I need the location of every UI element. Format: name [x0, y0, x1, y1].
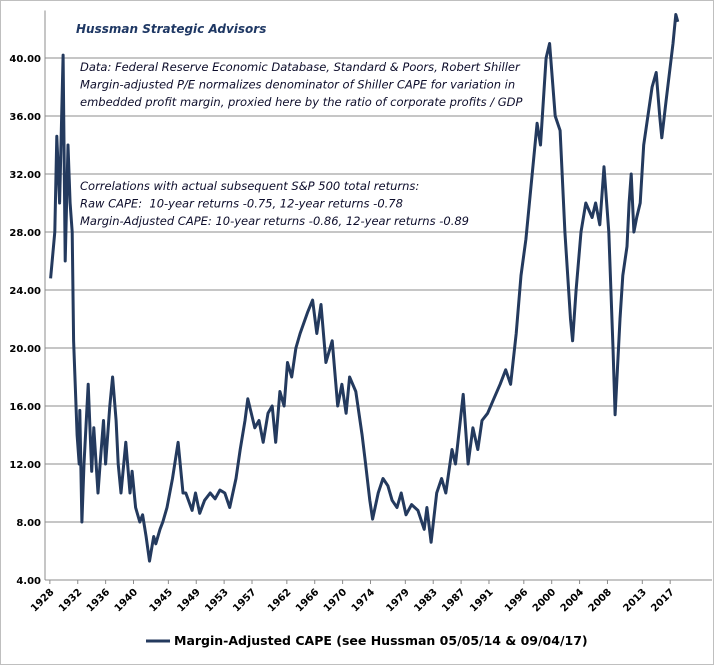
annotation: Raw CAPE: 10-year returns -0.75, 12-year…	[80, 197, 403, 211]
y-tick-label: 8.00	[16, 518, 41, 529]
y-tick-label: 36.00	[9, 112, 41, 123]
y-tick-label: 32.00	[9, 170, 41, 181]
y-tick-label: 24.00	[9, 286, 41, 297]
y-tick-label: 20.00	[9, 344, 41, 355]
y-tick-label: 28.00	[9, 228, 41, 239]
annotation: Data: Federal Reserve Economic Database,…	[80, 60, 521, 74]
annotation: Margin-Adjusted CAPE: 10-year returns -0…	[80, 214, 469, 228]
series-line	[49, 13, 680, 563]
annotation: Margin-adjusted P/E normalizes denominat…	[80, 78, 515, 92]
legend-label: Margin-Adjusted CAPE (see Hussman 05/05/…	[174, 633, 588, 648]
chart-title: Hussman Strategic Advisors	[76, 22, 266, 36]
annotation: embedded profit margin, proxied here by …	[80, 95, 523, 109]
y-tick-label: 16.00	[9, 402, 41, 413]
y-tick-label: 40.00	[9, 54, 41, 65]
y-tick-label: 4.00	[16, 576, 41, 587]
y-tick-label: 12.00	[9, 460, 41, 471]
annotation: Correlations with actual subsequent S&P …	[80, 179, 419, 193]
